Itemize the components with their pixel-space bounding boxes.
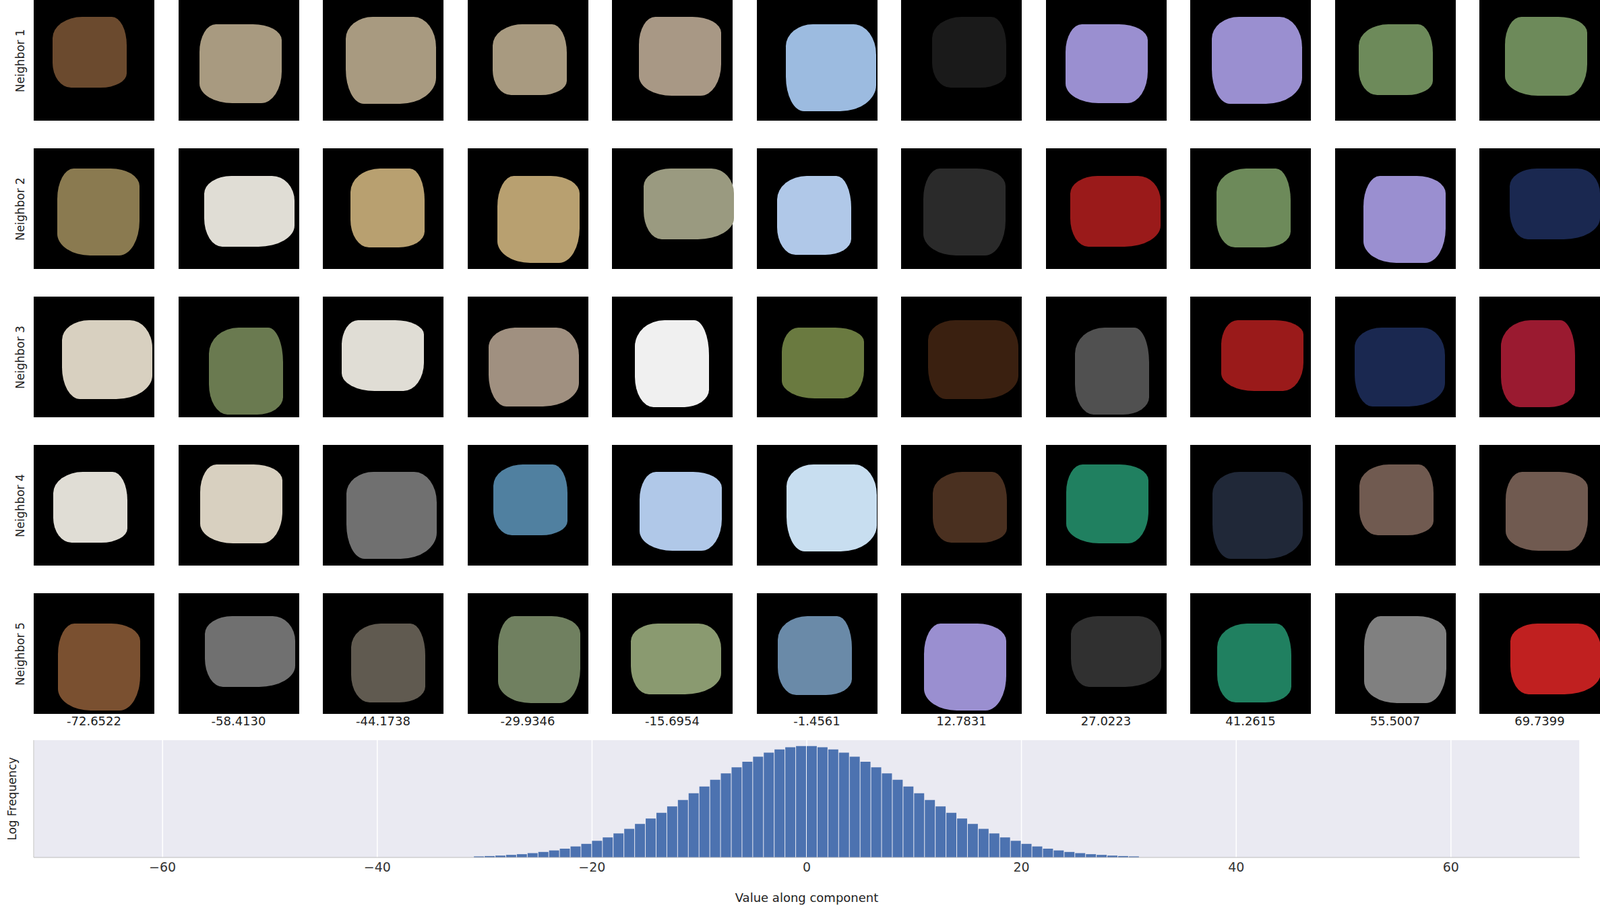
html-text:Neighbor 1: Neighbor 1 <box>13 28 27 92</box>
html-text:69.7399: 69.7399 <box>1514 713 1565 728</box>
svg-text:Log Frequency: Log Frequency <box>5 756 19 841</box>
html-text:-29.9346: -29.9346 <box>500 713 556 728</box>
html-text:41.2615: 41.2615 <box>1225 713 1276 728</box>
svg-text:Value along component: Value along component <box>735 890 879 905</box>
svg-text:40: 40 <box>1227 859 1245 875</box>
html-text:12.7831: 12.7831 <box>936 713 987 728</box>
html-text:-1.4561: -1.4561 <box>793 713 841 728</box>
html-text:Neighbor 4: Neighbor 4 <box>13 473 27 537</box>
svg-text:0: 0 <box>802 859 811 875</box>
html-text:Neighbor 2: Neighbor 2 <box>13 176 27 241</box>
html-text:-72.6522: -72.6522 <box>66 713 122 728</box>
html-text:-58.4130: -58.4130 <box>211 713 266 728</box>
svg-text:20: 20 <box>1013 859 1030 875</box>
html-text:27.0223: 27.0223 <box>1080 713 1132 728</box>
svg-text:60: 60 <box>1442 859 1460 875</box>
html-text:-15.6954: -15.6954 <box>644 713 700 728</box>
html-text:55.5007: 55.5007 <box>1370 713 1421 728</box>
html-text:-44.1738: -44.1738 <box>355 713 411 728</box>
svg-text:−40: −40 <box>363 859 391 875</box>
svg-text:−60: −60 <box>148 859 176 875</box>
html-text:Neighbor 5: Neighbor 5 <box>13 621 27 686</box>
html-text:Neighbor 3: Neighbor 3 <box>13 325 27 389</box>
svg-text:−20: −20 <box>578 859 606 875</box>
